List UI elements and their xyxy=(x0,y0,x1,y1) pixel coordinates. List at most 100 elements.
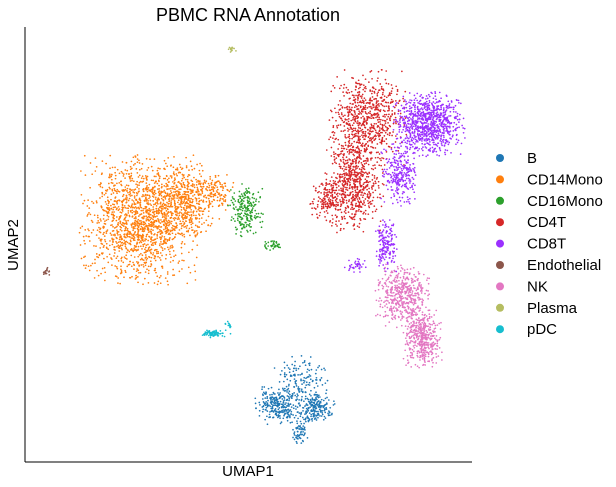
point-cd4t xyxy=(335,189,338,192)
point-cd14mono xyxy=(188,227,191,230)
point-cd4t xyxy=(348,200,350,203)
point-b xyxy=(311,410,314,412)
point-b xyxy=(314,417,317,419)
point-cd4t xyxy=(363,192,366,195)
point-b xyxy=(297,435,299,438)
point-cd14mono xyxy=(175,225,178,228)
point-cd14mono xyxy=(150,217,153,220)
point-cd4t xyxy=(382,129,384,132)
point-cd14mono xyxy=(150,252,152,255)
point-cd14mono xyxy=(216,180,218,183)
point-cd4t xyxy=(375,122,378,125)
point-b xyxy=(309,401,312,404)
point-b xyxy=(279,422,282,425)
point-cd4t xyxy=(334,189,336,192)
point-cd14mono xyxy=(205,200,208,203)
point-cd4t xyxy=(325,178,328,181)
point-cd14mono xyxy=(87,199,89,201)
point-cd8t xyxy=(443,125,446,127)
point-cd14mono xyxy=(195,190,198,193)
point-b xyxy=(330,413,333,416)
point-cd14mono xyxy=(150,240,152,243)
point-cd14mono xyxy=(183,200,186,202)
point-cd14mono xyxy=(200,207,203,210)
point-cd4t xyxy=(316,213,318,216)
point-cd14mono xyxy=(205,180,208,183)
point-b xyxy=(315,382,318,385)
point-cd4t xyxy=(379,220,382,223)
point-cd4t xyxy=(348,151,351,154)
point-cd14mono xyxy=(88,229,90,232)
point-b xyxy=(254,397,257,400)
point-cd16mono xyxy=(248,198,251,200)
point-cd4t xyxy=(380,97,383,99)
point-cd14mono xyxy=(126,249,129,251)
point-cd4t xyxy=(313,198,315,200)
point-cd4t xyxy=(376,104,379,106)
point-cd4t xyxy=(367,175,370,178)
point-b xyxy=(318,404,321,407)
point-cd4t xyxy=(378,138,381,141)
point-cd14mono xyxy=(122,193,125,196)
chart-title: PBMC RNA Annotation xyxy=(156,5,340,25)
point-b xyxy=(315,369,318,371)
point-cd14mono xyxy=(142,188,145,190)
point-cd14mono xyxy=(167,221,170,224)
point-cd14mono xyxy=(84,174,87,176)
point-cd16mono xyxy=(245,188,247,190)
point-b xyxy=(310,389,312,392)
point-cd14mono xyxy=(159,206,162,208)
point-cd14mono xyxy=(160,230,163,232)
point-cd14mono xyxy=(140,177,143,180)
point-cd14mono xyxy=(215,190,218,192)
point-cd4t xyxy=(381,131,383,134)
point-cd14mono xyxy=(157,172,160,174)
point-cd4t xyxy=(342,145,344,147)
point-cd4t xyxy=(328,190,331,193)
point-cd14mono xyxy=(173,194,176,196)
point-b xyxy=(281,387,284,390)
point-cd14mono xyxy=(140,206,143,209)
point-cd14mono xyxy=(137,206,140,209)
point-b xyxy=(280,403,283,406)
point-cd4t xyxy=(381,93,384,96)
point-cd4t xyxy=(394,135,397,137)
point-cd14mono xyxy=(131,216,134,218)
point-b xyxy=(301,439,304,442)
point-cd8t xyxy=(434,91,436,93)
point-b xyxy=(319,400,322,403)
point-cd4t xyxy=(331,214,334,217)
point-cd16mono xyxy=(248,200,251,203)
point-cd14mono xyxy=(134,227,136,230)
point-cd8t xyxy=(407,122,409,125)
point-cd4t xyxy=(359,127,362,130)
point-cd14mono xyxy=(96,214,99,217)
point-b xyxy=(308,364,311,367)
point-cd14mono xyxy=(194,279,197,281)
point-cd14mono xyxy=(195,178,197,181)
point-cd8t xyxy=(452,130,455,132)
point-cd4t xyxy=(357,124,360,127)
point-cd4t xyxy=(374,210,377,213)
point-cd14mono xyxy=(91,200,93,203)
point-cd4t xyxy=(366,106,369,109)
point-cd14mono xyxy=(134,213,137,215)
point-cd14mono xyxy=(147,229,150,232)
point-cd14mono xyxy=(177,201,179,204)
point-cd14mono xyxy=(168,188,170,190)
point-cd14mono xyxy=(142,180,145,183)
point-cd14mono xyxy=(140,213,143,215)
point-cd16mono xyxy=(246,191,249,194)
point-cd14mono xyxy=(164,214,166,216)
point-b xyxy=(297,388,300,391)
point-b xyxy=(294,394,297,397)
point-cd14mono xyxy=(198,199,201,202)
point-cd14mono xyxy=(160,197,163,200)
point-cd14mono xyxy=(137,262,139,265)
point-b xyxy=(309,378,312,381)
point-b xyxy=(277,408,280,411)
point-b xyxy=(273,392,275,395)
point-cd14mono xyxy=(103,267,106,269)
point-cd8t xyxy=(408,127,411,130)
point-cd4t xyxy=(350,173,352,176)
